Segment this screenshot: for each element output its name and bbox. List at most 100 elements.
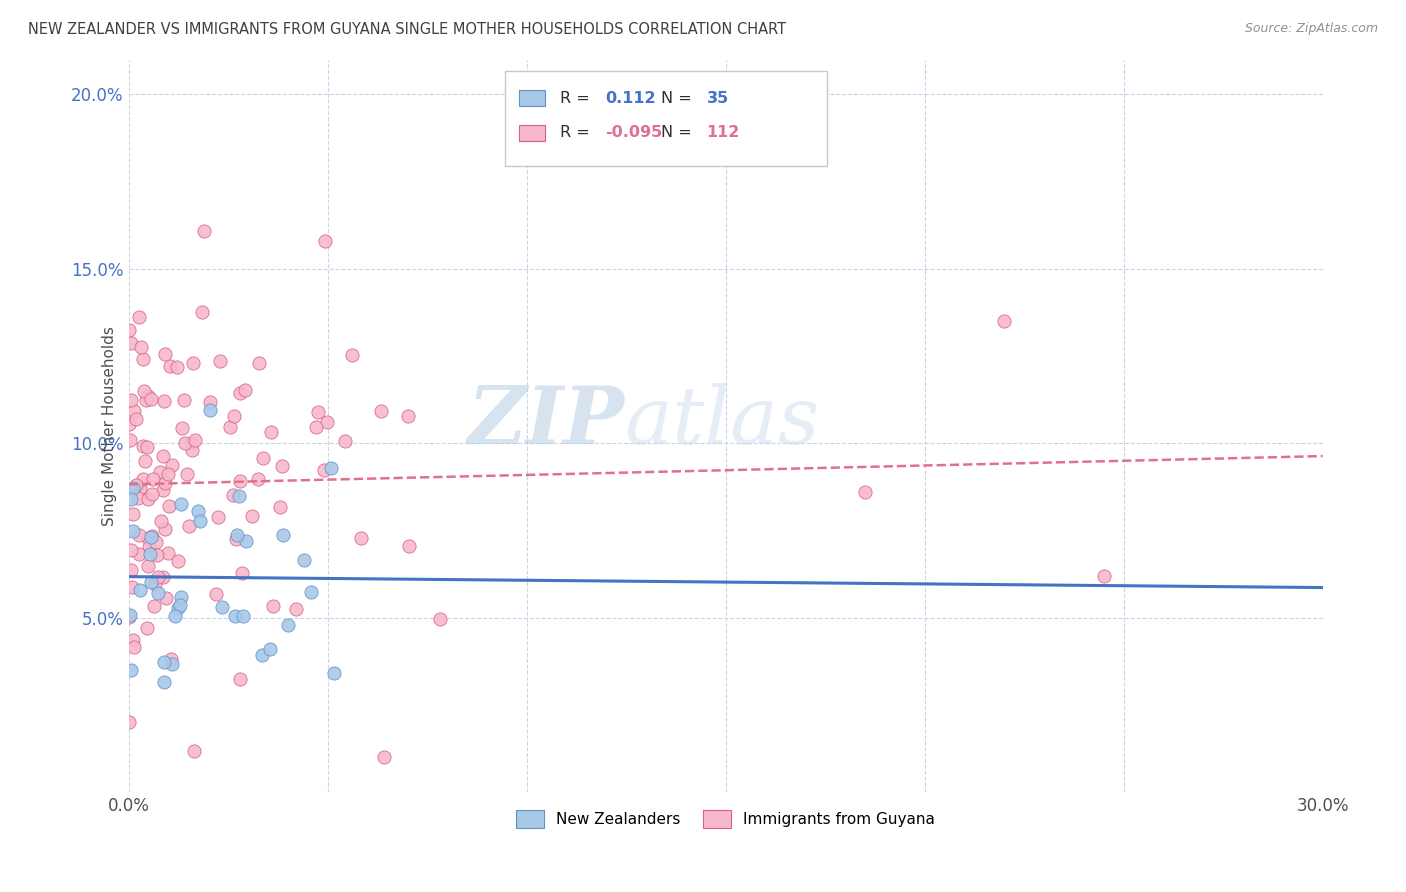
Point: [127, 491, 149, 505]
Point: [160, 651, 183, 665]
Y-axis label: Single Mother Households: Single Mother Households: [103, 326, 118, 525]
Point: [262, 599, 284, 613]
Point: [152, 656, 174, 670]
Point: [141, 575, 163, 590]
Point: [150, 514, 173, 528]
Point: [136, 621, 159, 635]
Point: [305, 420, 328, 434]
Text: R =: R =: [560, 126, 595, 140]
Point: [271, 528, 294, 542]
Point: [118, 323, 141, 337]
Point: [122, 640, 145, 655]
Point: [129, 582, 152, 597]
Point: [134, 393, 156, 408]
Point: [169, 598, 191, 612]
Point: [157, 467, 180, 481]
Point: [233, 383, 256, 397]
Point: [229, 673, 252, 687]
Point: [141, 530, 163, 544]
Point: [141, 392, 163, 406]
Point: [176, 467, 198, 481]
Point: [136, 389, 159, 403]
Point: [316, 415, 339, 429]
Point: [181, 356, 204, 370]
Point: [142, 599, 165, 613]
Text: 112: 112: [706, 126, 740, 140]
Point: [155, 591, 177, 605]
Point: [853, 485, 876, 500]
Point: [157, 546, 180, 560]
Point: [292, 553, 315, 567]
Point: [159, 359, 181, 373]
FancyBboxPatch shape: [519, 125, 546, 141]
Point: [252, 451, 274, 466]
Point: [132, 384, 155, 398]
Point: [429, 612, 451, 626]
Point: [121, 507, 143, 521]
Point: [148, 586, 170, 600]
Point: [228, 489, 250, 503]
Point: [134, 453, 156, 467]
Point: [149, 465, 172, 479]
Point: [398, 539, 420, 553]
Point: [117, 715, 139, 730]
Point: [145, 535, 167, 549]
Point: [141, 487, 163, 501]
Point: [120, 664, 142, 678]
Point: [136, 558, 159, 573]
Point: [166, 359, 188, 374]
Point: [250, 648, 273, 663]
Point: [157, 499, 180, 513]
Point: [193, 224, 215, 238]
Point: [314, 234, 336, 248]
Point: [143, 577, 166, 591]
Text: 0.112: 0.112: [605, 91, 655, 106]
Point: [187, 504, 209, 518]
Point: [319, 460, 342, 475]
Point: [205, 587, 228, 601]
Point: [271, 459, 294, 474]
Point: [170, 497, 193, 511]
Point: [132, 472, 155, 486]
Text: N =: N =: [661, 126, 697, 140]
Point: [136, 492, 159, 507]
Point: [191, 304, 214, 318]
Point: [120, 563, 142, 577]
Text: 35: 35: [706, 91, 728, 106]
Point: [229, 385, 252, 400]
Point: [340, 348, 363, 362]
Point: [132, 439, 155, 453]
Point: [350, 531, 373, 545]
Text: atlas: atlas: [624, 384, 820, 461]
Point: [218, 420, 240, 434]
Point: [370, 404, 392, 418]
Point: [183, 744, 205, 758]
Point: [222, 488, 245, 502]
Point: [136, 531, 159, 545]
Point: [247, 355, 270, 369]
Point: [322, 665, 344, 680]
Point: [184, 433, 207, 447]
Point: [118, 434, 141, 448]
Point: [170, 590, 193, 604]
Point: [120, 491, 142, 506]
FancyBboxPatch shape: [505, 70, 827, 166]
Point: [170, 421, 193, 435]
Point: [118, 610, 141, 624]
Text: -0.095: -0.095: [605, 126, 662, 140]
Point: [179, 519, 201, 533]
Point: [240, 509, 263, 524]
Point: [141, 529, 163, 543]
Point: [120, 543, 142, 558]
Point: [128, 310, 150, 324]
Point: [132, 351, 155, 366]
Point: [120, 607, 142, 622]
Point: [142, 472, 165, 486]
Point: [231, 566, 253, 581]
Point: [160, 458, 183, 472]
Point: [125, 411, 148, 425]
Point: [260, 425, 283, 440]
Point: [180, 443, 202, 458]
Point: [153, 393, 176, 408]
Point: [122, 633, 145, 648]
